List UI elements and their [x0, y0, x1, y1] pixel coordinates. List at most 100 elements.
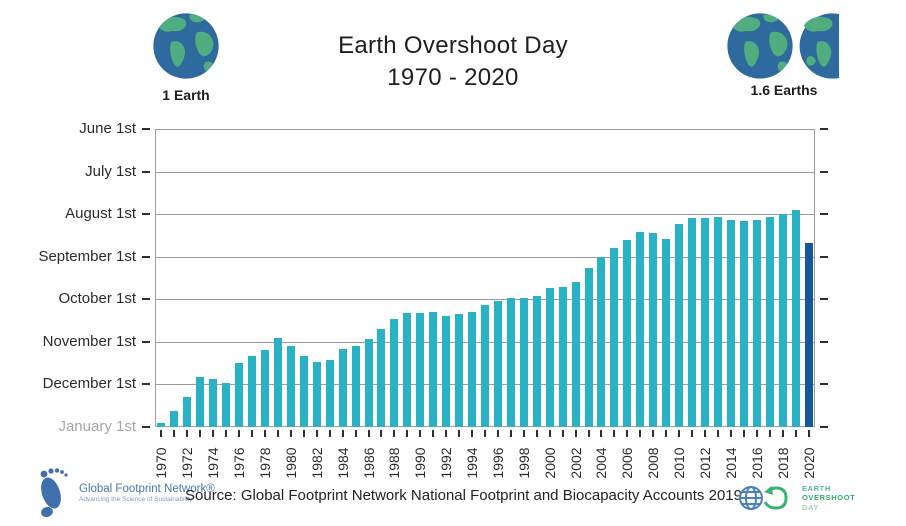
bar-1976 — [235, 363, 243, 427]
gridline-october-1st — [155, 299, 815, 300]
x-axis-tick-1972 — [186, 430, 188, 437]
x-axis-tick-2017 — [769, 430, 771, 437]
x-axis-tick-2020 — [808, 430, 810, 437]
x-axis-tick-1978 — [264, 430, 266, 437]
bar-2013 — [714, 217, 722, 427]
x-axis-tick-1997 — [510, 430, 512, 437]
x-axis-tick-1994 — [471, 430, 473, 437]
x-axis-label-1978: 1978 — [257, 447, 273, 479]
earth-icon — [727, 13, 793, 79]
x-axis-tick-1992 — [445, 430, 447, 437]
bar-2012 — [701, 218, 709, 427]
x-axis-tick-1984 — [342, 430, 344, 437]
y-axis-tick-right — [820, 383, 828, 385]
x-axis-label-1986: 1986 — [361, 447, 377, 479]
x-axis-tick-1974 — [212, 430, 214, 437]
x-axis-label-2002: 2002 — [568, 447, 584, 479]
bar-2010 — [675, 224, 683, 427]
gridline-july-1st — [155, 172, 815, 173]
bar-1999 — [533, 296, 541, 427]
y-axis-label-december-1st: December 1st — [42, 375, 136, 392]
x-axis-label-2012: 2012 — [697, 447, 713, 479]
bar-1981 — [300, 356, 308, 427]
bar-1970 — [157, 423, 165, 427]
x-axis-tick-2004 — [600, 430, 602, 437]
x-axis-tick-1991 — [432, 430, 434, 437]
y-axis-tick-left — [142, 128, 150, 130]
x-axis-label-1988: 1988 — [386, 447, 402, 479]
x-axis-label-2010: 2010 — [671, 447, 687, 479]
bar-2001 — [559, 287, 567, 427]
bar-2017 — [766, 217, 774, 427]
gridline-september-1st — [155, 257, 815, 258]
y-axis-label-september-1st: September 1st — [38, 248, 136, 265]
y-axis-label-july-1st: July 1st — [85, 163, 136, 180]
x-axis-label-1992: 1992 — [438, 447, 454, 479]
x-axis-tick-2007 — [639, 430, 641, 437]
bar-1987 — [377, 329, 385, 427]
x-axis-label-1994: 1994 — [464, 447, 480, 479]
bar-1998 — [520, 298, 528, 427]
x-axis-label-2016: 2016 — [749, 447, 765, 479]
x-axis-tick-1988 — [393, 430, 395, 437]
x-axis-tick-2014 — [730, 430, 732, 437]
bar-1974 — [209, 379, 217, 427]
bar-1985 — [352, 346, 360, 427]
y-axis-label-november-1st: November 1st — [42, 333, 136, 350]
y-axis-tick-right — [820, 128, 828, 130]
x-axis-tick-2013 — [717, 430, 719, 437]
bar-2019 — [792, 210, 800, 427]
gridline-august-1st — [155, 214, 815, 215]
x-axis-tick-1989 — [406, 430, 408, 437]
x-axis-tick-1977 — [251, 430, 253, 437]
x-axis-label-1996: 1996 — [490, 447, 506, 479]
bar-2007 — [636, 232, 644, 427]
bar-2020 — [805, 243, 813, 427]
y-axis-tick-left — [142, 426, 150, 428]
x-axis-label-1982: 1982 — [309, 447, 325, 479]
x-axis-tick-2006 — [626, 430, 628, 437]
global-footprint-network-logo: Global Footprint Network® Advancing the … — [34, 467, 215, 519]
x-axis-tick-2002 — [575, 430, 577, 437]
eod-logo-line1: EARTH — [802, 483, 831, 493]
bar-1982 — [313, 362, 321, 427]
bar-1977 — [248, 356, 256, 427]
bar-2002 — [572, 282, 580, 427]
one-point-six-earths-badge: 1.6 Earths — [722, 12, 846, 98]
x-axis-tick-2011 — [691, 430, 693, 437]
x-axis-tick-1995 — [484, 430, 486, 437]
bar-1990 — [416, 313, 424, 427]
source-text: Source: Global Footprint Network Nationa… — [185, 487, 742, 504]
x-axis-tick-1981 — [303, 430, 305, 437]
chart-title-block: Earth Overshoot Day 1970 - 2020 — [253, 32, 653, 92]
x-axis-tick-1979 — [277, 430, 279, 437]
x-axis-label-1990: 1990 — [412, 447, 428, 479]
y-axis-label-june-1st: June 1st — [79, 120, 136, 137]
x-axis-tick-1971 — [173, 430, 175, 437]
x-axis-tick-1975 — [225, 430, 227, 437]
x-axis-label-2008: 2008 — [645, 447, 661, 479]
bar-2004 — [597, 257, 605, 427]
x-axis-label-1976: 1976 — [231, 447, 247, 479]
x-axis-tick-2010 — [678, 430, 680, 437]
bar-2011 — [688, 218, 696, 427]
bar-1996 — [494, 301, 502, 427]
y-axis-label-january-1st: January 1st — [58, 418, 136, 435]
bar-1994 — [468, 312, 476, 427]
bar-2016 — [753, 220, 761, 427]
y-axis-label-august-1st: August 1st — [65, 205, 136, 222]
footprint-icon — [40, 468, 68, 518]
eod-logo-line3: DAY — [802, 502, 819, 512]
bar-1971 — [170, 411, 178, 427]
bar-1979 — [274, 338, 282, 427]
bar-1980 — [287, 346, 295, 427]
x-axis-tick-1998 — [523, 430, 525, 437]
x-axis-label-2018: 2018 — [775, 447, 791, 479]
bar-1983 — [326, 360, 334, 427]
x-axis-tick-2008 — [652, 430, 654, 437]
x-axis-tick-2019 — [795, 430, 797, 437]
x-axis-tick-1973 — [199, 430, 201, 437]
x-axis-tick-2001 — [562, 430, 564, 437]
partial-earth-icon — [799, 13, 840, 79]
